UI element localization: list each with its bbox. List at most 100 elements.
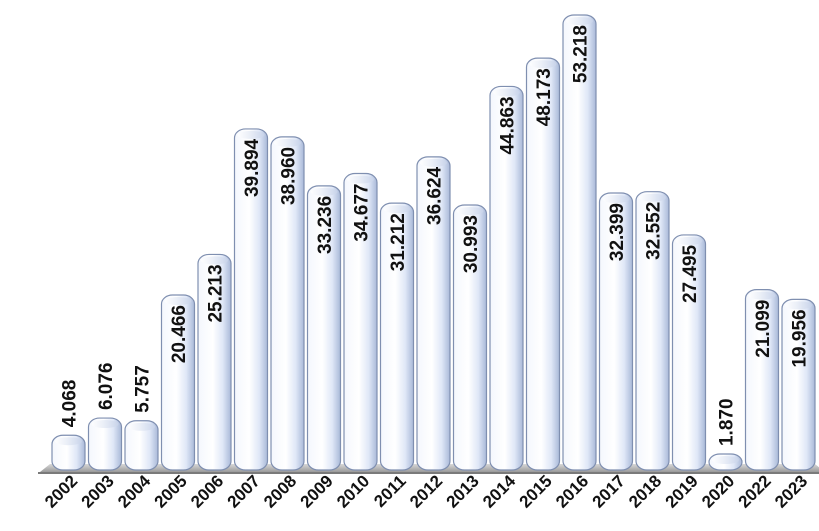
bar-cap xyxy=(420,158,447,167)
bar-cap xyxy=(128,422,155,431)
bar-body xyxy=(343,172,378,471)
bar-cap xyxy=(712,456,739,465)
bar-cap xyxy=(675,236,703,245)
bar-body xyxy=(562,14,597,471)
bar-body xyxy=(744,289,780,471)
value-label-2003: 6.076 xyxy=(96,363,117,411)
x-axis-labels: 2002200320042005200620072008200920102011… xyxy=(41,471,811,512)
x-tick-label-2018: 2018 xyxy=(625,471,665,511)
x-tick-label-2006: 2006 xyxy=(187,471,227,511)
x-tick-label-2017: 2017 xyxy=(589,471,629,511)
bar-2010 xyxy=(343,172,378,471)
bar-cap xyxy=(748,291,776,300)
bar-body xyxy=(452,204,488,471)
bar-body xyxy=(197,253,232,471)
bar-cap xyxy=(529,60,557,69)
x-tick-label-2008: 2008 xyxy=(260,471,300,511)
bar-2011 xyxy=(379,202,415,471)
value-label-2023: 19.956 xyxy=(790,309,811,367)
bars xyxy=(51,14,816,471)
bar-body xyxy=(87,417,123,471)
bar-2004 xyxy=(124,420,159,471)
value-label-2016: 53.218 xyxy=(571,25,592,83)
value-label-2008: 38.960 xyxy=(279,147,300,205)
bar-cap xyxy=(91,420,119,429)
value-label-2017: 32.399 xyxy=(607,203,628,261)
value-label-2018: 32.552 xyxy=(644,202,665,260)
x-tick-label-2012: 2012 xyxy=(406,471,446,511)
value-label-2009: 33.236 xyxy=(315,196,336,254)
value-label-2007: 39.894 xyxy=(242,138,263,197)
bar-body xyxy=(598,192,634,471)
bar-2022 xyxy=(744,289,780,471)
x-tick-label-2019: 2019 xyxy=(662,471,702,511)
x-tick-label-2003: 2003 xyxy=(78,471,118,511)
x-tick-label-2009: 2009 xyxy=(297,471,337,511)
bar-2009 xyxy=(306,185,342,471)
x-tick-label-2016: 2016 xyxy=(552,471,592,511)
bar-cap xyxy=(456,207,484,216)
bar-body xyxy=(124,420,159,471)
x-tick-label-2022: 2022 xyxy=(735,471,775,511)
value-label-2013: 30.993 xyxy=(461,215,482,273)
bar-cap xyxy=(164,297,192,306)
bar-cap xyxy=(274,138,301,147)
value-label-2022: 21.099 xyxy=(753,300,774,358)
bar-2014 xyxy=(489,85,524,471)
bar-2002 xyxy=(51,434,86,471)
bar-cap xyxy=(383,205,411,214)
bar-body xyxy=(233,128,269,471)
bar-cap xyxy=(602,194,630,203)
x-tick-label-2002: 2002 xyxy=(41,471,81,511)
bar-cap xyxy=(201,256,228,265)
bar-2008 xyxy=(270,136,305,471)
value-label-2012: 36.624 xyxy=(425,166,446,225)
value-label-2014: 44.863 xyxy=(498,96,519,154)
x-tick-label-2004: 2004 xyxy=(114,471,155,512)
bar-body xyxy=(671,234,707,471)
x-tick-label-2011: 2011 xyxy=(370,471,410,511)
bar-2020 xyxy=(708,453,743,471)
x-tick-label-2005: 2005 xyxy=(151,471,191,511)
bar-cap xyxy=(493,88,520,97)
x-tick-label-2007: 2007 xyxy=(224,471,264,511)
bar-2013 xyxy=(452,204,488,471)
bar-body xyxy=(416,156,451,471)
x-tick-label-2014: 2014 xyxy=(479,471,520,512)
bar-cap xyxy=(347,175,374,184)
bar-2016 xyxy=(562,14,597,471)
value-label-2006: 25.213 xyxy=(206,264,227,322)
bar-2012 xyxy=(416,156,451,471)
bar-body xyxy=(379,202,415,471)
bar-cap xyxy=(566,17,593,25)
bar-cap xyxy=(639,193,666,202)
bar-cap xyxy=(785,301,812,310)
x-tick-label-2013: 2013 xyxy=(443,471,483,511)
value-label-2011: 31.212 xyxy=(388,213,409,271)
bar-cap xyxy=(237,130,265,139)
bar-2015 xyxy=(525,57,561,471)
bar-2019 xyxy=(671,234,707,471)
bar-body xyxy=(781,298,816,471)
bar-cap xyxy=(310,187,338,196)
bar-2007 xyxy=(233,128,269,471)
bar-cap xyxy=(55,437,82,446)
bar-2005 xyxy=(160,294,196,471)
value-label-2015: 48.173 xyxy=(534,68,555,126)
bar-2003 xyxy=(87,417,123,471)
bar-body xyxy=(635,191,670,471)
x-tick-label-2015: 2015 xyxy=(516,471,556,511)
x-tick-label-2020: 2020 xyxy=(698,471,738,511)
bar-body xyxy=(306,185,342,471)
x-tick-label-2023: 2023 xyxy=(771,471,811,511)
value-labels: 4.068 6.076 5.757 20.466 25.213 39.894 38.960 3… xyxy=(60,25,811,446)
x-tick-label-2010: 2010 xyxy=(333,471,373,511)
bar-body xyxy=(489,85,524,471)
bar-2017 xyxy=(598,192,634,471)
value-label-2020: 1.870 xyxy=(717,398,738,446)
bar-body xyxy=(160,294,196,471)
value-label-2010: 34.677 xyxy=(352,184,373,242)
value-label-2005: 20.466 xyxy=(169,305,190,363)
bar-2018 xyxy=(635,191,670,471)
